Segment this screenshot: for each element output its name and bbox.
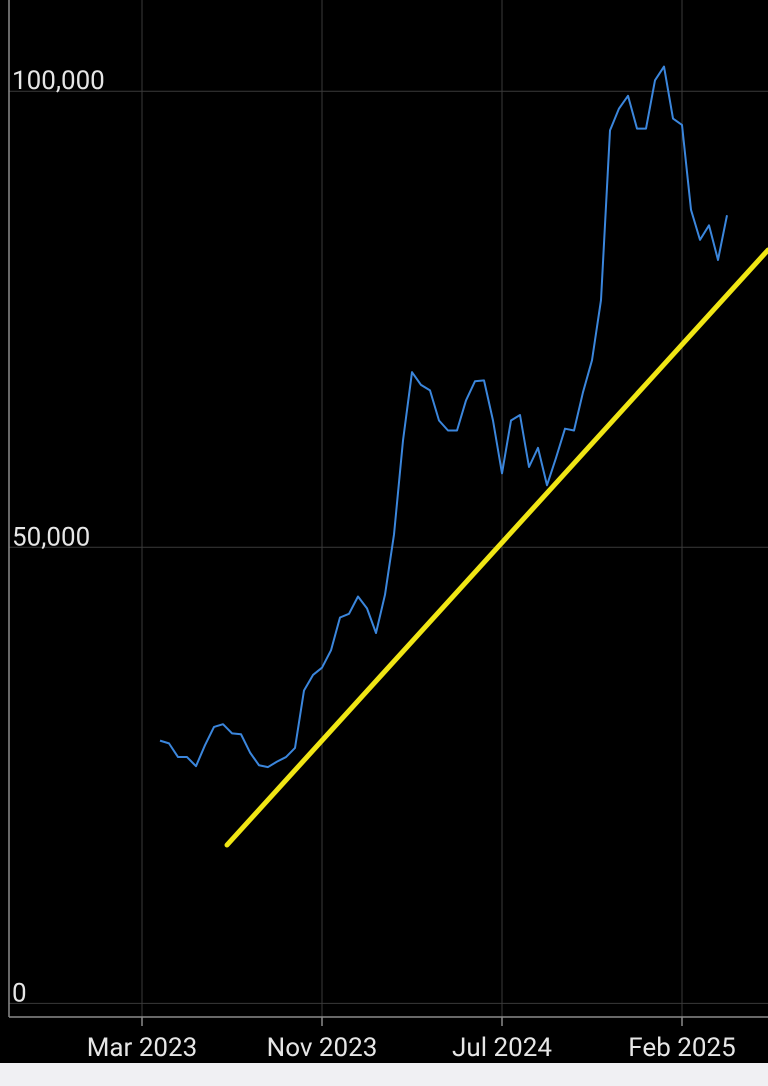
bottom-bar (0, 1063, 768, 1086)
x-tick-label: Jul 2024 (452, 1033, 552, 1063)
grid (9, 0, 768, 1017)
marks (159, 65, 728, 769)
y-tick-label: 0 (12, 978, 27, 1008)
data-line (159, 65, 728, 769)
x-tick-label: Nov 2023 (267, 1033, 378, 1063)
plot-background (0, 0, 768, 1063)
y-tick-label: 100,000 (12, 66, 105, 96)
x-tick-label: Feb 2025 (628, 1033, 735, 1063)
x-tick-label: Mar 2023 (87, 1033, 198, 1063)
y-tick-label: 50,000 (12, 522, 90, 552)
trend-line (224, 247, 768, 848)
